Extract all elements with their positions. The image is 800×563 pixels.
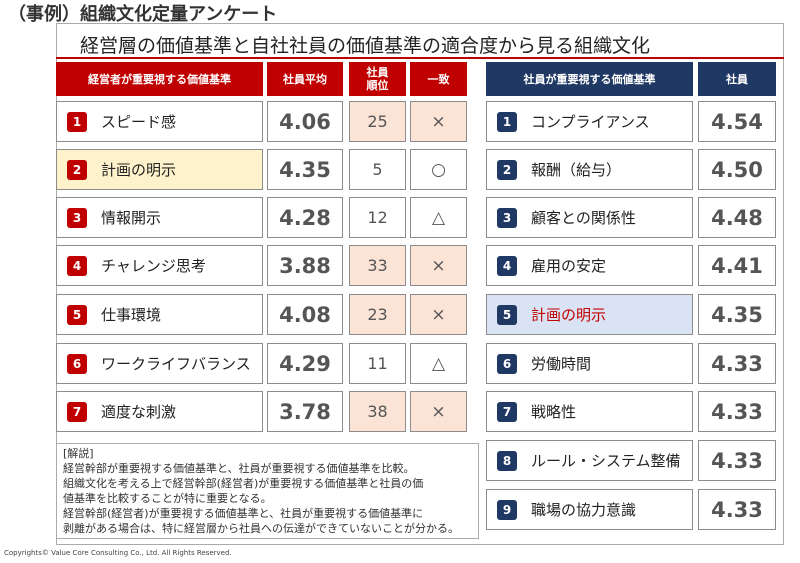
criteria-label: 職場の協力意識 — [531, 501, 637, 519]
match-mark: × — [410, 391, 467, 432]
employee-average-value: 4.29 — [267, 343, 343, 384]
employee-score-value: 4.35 — [698, 294, 776, 335]
criteria-cell: 3 顧客との関係性 — [486, 197, 693, 238]
rank-badge: 5 — [497, 304, 517, 325]
employee-score-value: 4.48 — [698, 197, 776, 238]
employee-rank-value: 5 — [349, 149, 406, 190]
header-executive-criteria: 経営者が重要視する価値基準 — [56, 62, 263, 96]
explanation-note: [解説] 経営幹部が重要視する価値基準と、社員が重要視する価値基準を比較。 組織… — [56, 443, 479, 539]
header-match: 一致 — [410, 62, 467, 96]
header-employee-rank: 社員 順位 — [349, 62, 406, 96]
page-title: （事例）組織文化定量アンケート — [8, 4, 278, 25]
employee-score-value: 4.33 — [698, 343, 776, 384]
employee-average-value: 4.35 — [267, 149, 343, 190]
rank-badge: 7 — [67, 401, 87, 422]
criteria-label: 計画の明示 — [531, 306, 607, 324]
criteria-label: 顧客との関係性 — [531, 209, 636, 227]
criteria-label: 仕事環境 — [101, 306, 162, 324]
criteria-label: ルール・システム整備 — [531, 452, 681, 470]
match-mark: △ — [410, 343, 467, 384]
employee-score-value: 4.41 — [698, 245, 776, 286]
criteria-cell: 5 仕事環境 — [56, 294, 263, 335]
employee-rank-value: 11 — [349, 343, 406, 384]
criteria-cell: 5 計画の明示 — [486, 294, 693, 335]
rank-badge: 8 — [497, 450, 517, 471]
employee-average-value: 4.06 — [267, 101, 343, 142]
match-mark: × — [410, 245, 467, 286]
criteria-cell: 6 ワークライフバランス — [56, 343, 263, 384]
rank-badge: 9 — [497, 499, 517, 520]
copyright-notice: Copyrights© Value Core Consulting Co., L… — [4, 549, 232, 557]
employee-score-value: 4.33 — [698, 391, 776, 432]
employee-average-value: 4.08 — [267, 294, 343, 335]
match-mark: △ — [410, 197, 467, 238]
header-employee-score: 社員 — [698, 62, 776, 96]
note-line: 組織文化を考える上で経営幹部(経営者)が重要視する価値基準と社員の価 — [63, 477, 424, 490]
criteria-label: 適度な刺激 — [101, 403, 177, 421]
rank-badge: 3 — [497, 207, 517, 228]
criteria-cell: 4 雇用の安定 — [486, 245, 693, 286]
criteria-cell: 3 情報開示 — [56, 197, 263, 238]
criteria-cell: 1 スピード感 — [56, 101, 263, 142]
criteria-label: 計画の明示 — [101, 161, 177, 179]
employee-rank-value: 25 — [349, 101, 406, 142]
rank-badge: 7 — [497, 401, 517, 422]
criteria-cell: 9 職場の協力意識 — [486, 489, 693, 530]
note-line: [解説] — [63, 447, 94, 460]
header-employee-criteria: 社員が重要視する価値基準 — [486, 62, 693, 96]
employee-score-value: 4.50 — [698, 149, 776, 190]
employee-average-value: 3.88 — [267, 245, 343, 286]
note-line: 剥離がある場合は、特に経営層から社員への伝達ができていないことが分かる。 — [63, 522, 459, 535]
employee-rank-value: 23 — [349, 294, 406, 335]
subtitle: 経営層の価値基準と自社社員の価値基準の適合度から見る組織文化 — [80, 35, 651, 57]
criteria-label: 報酬（給与） — [531, 161, 622, 179]
employee-average-value: 3.78 — [267, 391, 343, 432]
employee-rank-value: 38 — [349, 391, 406, 432]
rank-badge: 2 — [67, 159, 87, 180]
rank-badge: 6 — [67, 353, 87, 374]
criteria-label: 雇用の安定 — [531, 257, 607, 275]
rank-badge: 4 — [67, 255, 87, 276]
note-line: 経営幹部(経営者)が重要視する価値基準と、社員が重要視する価値基準に — [63, 507, 424, 520]
criteria-label: ワークライフバランス — [101, 355, 251, 373]
rank-badge: 3 — [67, 207, 87, 228]
employee-rank-value: 12 — [349, 197, 406, 238]
criteria-cell: 7 適度な刺激 — [56, 391, 263, 432]
title-underline — [56, 57, 784, 59]
rank-badge: 1 — [67, 111, 87, 132]
criteria-label: 戦略性 — [531, 403, 577, 421]
employee-score-value: 4.33 — [698, 489, 776, 530]
employee-rank-value: 33 — [349, 245, 406, 286]
criteria-cell: 1 コンプライアンス — [486, 101, 693, 142]
employee-score-value: 4.54 — [698, 101, 776, 142]
criteria-cell: 6 労働時間 — [486, 343, 693, 384]
match-mark: × — [410, 101, 467, 142]
criteria-label: コンプライアンス — [531, 113, 650, 131]
criteria-cell: 8 ルール・システム整備 — [486, 440, 693, 481]
criteria-cell: 7 戦略性 — [486, 391, 693, 432]
rank-badge: 6 — [497, 353, 517, 374]
employee-average-value: 4.28 — [267, 197, 343, 238]
employee-score-value: 4.33 — [698, 440, 776, 481]
match-mark: ○ — [410, 149, 467, 190]
note-line: 値基準を比較することが特に重要となる。 — [63, 492, 272, 505]
criteria-label: 労働時間 — [531, 355, 592, 373]
rank-badge: 2 — [497, 159, 517, 180]
criteria-cell: 2 報酬（給与） — [486, 149, 693, 190]
rank-badge: 4 — [497, 255, 517, 276]
criteria-label: スピード感 — [101, 113, 177, 131]
criteria-label: 情報開示 — [101, 209, 162, 227]
rank-badge: 1 — [497, 111, 517, 132]
rank-badge: 5 — [67, 304, 87, 325]
header-employee-average: 社員平均 — [267, 62, 343, 96]
match-mark: × — [410, 294, 467, 335]
criteria-cell: 4 チャレンジ思考 — [56, 245, 263, 286]
note-line: 経営幹部が重要視する価値基準と、社員が重要視する価値基準を比較。 — [63, 462, 415, 475]
criteria-cell: 2 計画の明示 — [56, 149, 263, 190]
criteria-label: チャレンジ思考 — [101, 257, 206, 275]
